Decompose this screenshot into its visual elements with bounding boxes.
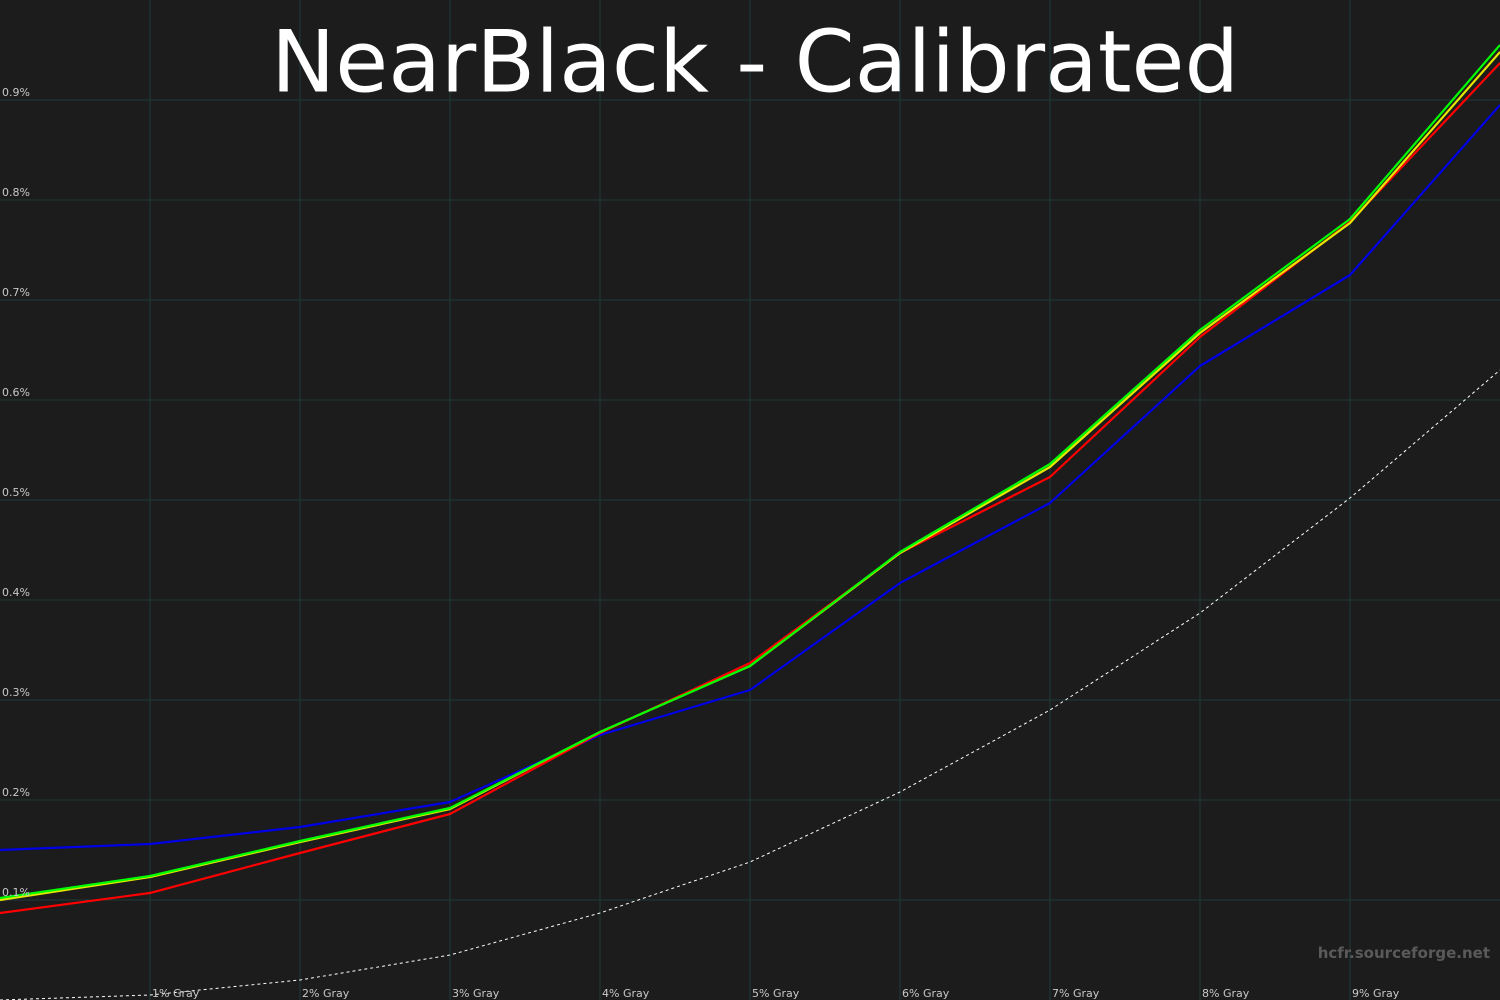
y-tick-label: 0.5%	[2, 486, 30, 499]
x-tick-label: 5% Gray	[752, 987, 800, 1000]
x-tick-label: 4% Gray	[602, 987, 650, 1000]
y-tick-label: 0.1%	[2, 886, 30, 899]
x-tick-label: 9% Gray	[1352, 987, 1400, 1000]
y-tick-label: 0.4%	[2, 586, 30, 599]
x-tick-label: 7% Gray	[1052, 987, 1100, 1000]
series-line	[0, 369, 1500, 1000]
series-line	[0, 62, 1500, 915]
series-line	[0, 104, 1500, 852]
y-tick-label: 0.7%	[2, 286, 30, 299]
x-tick-label: 1% Gray	[152, 987, 200, 1000]
y-tick-label: 0.8%	[2, 186, 30, 199]
y-tick-label: 0.9%	[2, 86, 30, 99]
x-tick-label: 2% Gray	[302, 987, 350, 1000]
x-tick-label: 8% Gray	[1202, 987, 1250, 1000]
y-tick-label: 0.2%	[2, 786, 30, 799]
series-line	[0, 44, 1500, 900]
chart-title: NearBlack - Calibrated	[271, 12, 1239, 112]
watermark: hcfr.sourceforge.net	[1318, 944, 1490, 962]
y-tick-label: 0.6%	[2, 386, 30, 399]
x-tick-label: 3% Gray	[452, 987, 500, 1000]
x-tick-label: 6% Gray	[902, 987, 950, 1000]
y-tick-label: 0.3%	[2, 686, 30, 699]
